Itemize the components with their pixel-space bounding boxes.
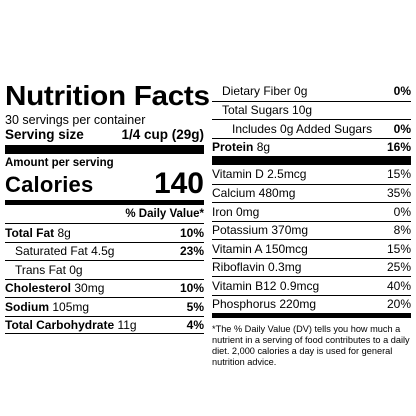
nutrient-dv: 10% (179, 281, 204, 296)
nutrient-name: Includes 0g Added Sugars (232, 121, 373, 136)
vitamin-row: Iron 0mg 0% (212, 202, 411, 221)
nutrient-amount: 11g (117, 317, 137, 332)
nutrient-amount: 8g (256, 140, 271, 155)
divider-medium (5, 200, 204, 205)
nutrient-amount: 8g (57, 225, 71, 240)
divider-thick (212, 156, 411, 165)
serving-size-label: Serving size (5, 127, 84, 142)
vitamin-text: Riboflavin 0.3mg (212, 260, 302, 275)
daily-value-footnote: *The % Daily Value (DV) tells you how mu… (212, 324, 410, 367)
vitamin-dv: 15% (386, 241, 411, 256)
nutrient-row-total-sugars: Total Sugars 10g (212, 100, 411, 120)
nutrient-row-total-fat: Total Fat 8g 10% (5, 223, 204, 242)
nutrient-row-saturated-fat: Saturated Fat 4.5g 23% (5, 241, 204, 261)
nutrient-name: Dietary Fiber (222, 84, 291, 99)
calories-label: Calories (5, 172, 94, 197)
nutrient-name: Cholesterol (5, 281, 72, 296)
nutrient-row-protein: Protein 8g 16% (212, 137, 411, 157)
nutrient-dv: 4% (186, 317, 204, 332)
vitamin-row: Vitamin B12 0.9mcg 40% (212, 276, 411, 295)
vitamin-dv: 40% (386, 278, 411, 293)
vitamin-text: Vitamin D 2.5mcg (212, 167, 307, 182)
nutrient-dv: 0% (393, 84, 411, 99)
vitamin-text: Calcium 480mg (212, 186, 296, 201)
vitamin-dv: 8% (393, 223, 411, 238)
serving-size-row: Serving size 1/4 cup (29g) (5, 127, 204, 143)
nutrient-amount: 105mg (52, 299, 90, 314)
nutrient-row-trans-fat: Trans Fat 0g (5, 260, 204, 279)
nutrient-name: Saturated Fat (15, 244, 88, 259)
nutrient-row-total-carbohydrate: Total Carbohydrate 11g 4% (5, 315, 204, 334)
label-title: Nutrition Facts (5, 80, 210, 111)
nutrient-dv: 23% (179, 244, 204, 259)
nutrition-label-right: Dietary Fiber 0g 0% Total Sugars 10g Inc… (212, 82, 411, 368)
vitamin-text: Vitamin B12 0.9mcg (212, 278, 320, 293)
divider-medium (212, 313, 411, 318)
nutrient-name: Total Carbohydrate (5, 317, 115, 332)
nutrient-name: Protein (212, 140, 254, 155)
vitamin-dv: 25% (386, 260, 411, 275)
vitamin-row: Riboflavin 0.3mg 25% (212, 257, 411, 277)
nutrient-row-cholesterol: Cholesterol 30mg 10% (5, 278, 204, 298)
nutrient-dv: 16% (386, 140, 411, 155)
servings-per-container: 30 servings per container (5, 113, 146, 127)
divider-thick (5, 145, 204, 154)
nutrient-dv: 5% (186, 299, 204, 314)
vitamin-row: Vitamin A 150mcg 15% (212, 239, 411, 258)
vitamin-row: Vitamin D 2.5mcg 15% (212, 165, 411, 184)
nutrient-row-sodium: Sodium 105mg 5% (5, 297, 204, 316)
calories-row: Calories 140 (5, 167, 204, 200)
serving-size-value: 1/4 cup (29g) (121, 127, 204, 142)
nutrient-name: Total Sugars (222, 103, 289, 118)
nutrient-name: Total Fat (5, 225, 55, 240)
nutrient-amount: 4.5g (91, 244, 115, 259)
daily-value-header: % Daily Value* (125, 208, 204, 220)
nutrient-name: Sodium (5, 299, 49, 314)
vitamin-row: Phosphorus 220mg 20% (212, 294, 411, 314)
vitamin-dv: 20% (386, 297, 411, 312)
vitamin-text: Potassium 370mg (212, 223, 309, 238)
amount-per-serving: Amount per serving (5, 157, 114, 169)
nutrient-dv: 10% (179, 225, 204, 240)
vitamin-dv: 15% (386, 167, 411, 182)
vitamin-dv: 0% (393, 204, 411, 219)
calories-value: 140 (153, 167, 204, 200)
nutrient-amount: 10g (292, 103, 313, 118)
vitamin-text: Iron 0mg (212, 204, 260, 219)
nutrient-dv: 0% (393, 121, 411, 136)
vitamin-row: Potassium 370mg 8% (212, 220, 411, 240)
vitamin-dv: 35% (386, 186, 411, 201)
nutrient-name: Trans Fat (15, 262, 66, 277)
nutrition-label-left: Nutrition Facts 30 servings per containe… (5, 82, 210, 334)
nutrient-amount: 30mg (74, 281, 105, 296)
vitamin-row: Calcium 480mg 35% (212, 183, 411, 203)
nutrient-row-dietary-fiber: Dietary Fiber 0g 0% (212, 82, 411, 101)
vitamin-text: Vitamin A 150mcg (212, 241, 308, 256)
nutrient-amount: 0g (69, 262, 83, 277)
nutrient-row-added-sugars: Includes 0g Added Sugars 0% (212, 119, 411, 138)
vitamin-text: Phosphorus 220mg (212, 297, 317, 312)
nutrient-amount: 0g (294, 84, 308, 99)
